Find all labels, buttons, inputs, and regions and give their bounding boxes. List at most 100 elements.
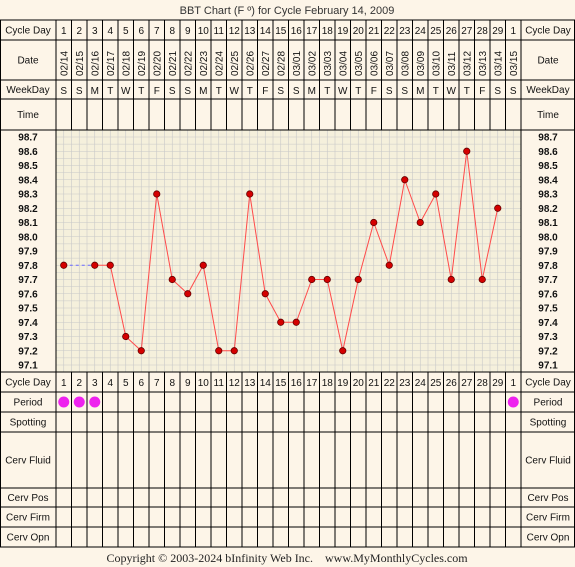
row-label-cycle-day-left: Cycle Day [5, 26, 51, 37]
row-label-cerv-firm-right: Cerv Firm [526, 513, 570, 524]
temperature-point [91, 261, 99, 269]
weekday-label: S [277, 86, 284, 97]
temperature-point [354, 275, 362, 284]
y-tick-label-left: 97.5 [18, 304, 38, 315]
y-tick-label-right: 97.1 [538, 361, 558, 372]
weekday-label: M [91, 86, 99, 97]
y-tick-label-left: 97.8 [18, 261, 38, 272]
temperature-segment [419, 193, 437, 223]
cycle-day-label-bottom: 18 [322, 378, 334, 389]
weekday-label: M [199, 86, 207, 97]
weekday-label: S [60, 86, 67, 97]
row-label-date-right: Date [537, 56, 559, 67]
y-tick-label-left: 97.2 [18, 346, 38, 357]
y-tick-label-right: 97.3 [538, 332, 558, 343]
y-tick-label-left: 98.5 [18, 161, 38, 172]
row-label-cerv-pos-left: Cerv Pos [7, 493, 48, 504]
weekday-label: F [371, 86, 377, 97]
temperature-point [478, 275, 486, 284]
date-label: 03/02 [307, 51, 318, 76]
temperature-segment [373, 222, 390, 266]
date-label: 03/09 [416, 51, 427, 76]
cycle-day-label-bottom: 15 [275, 378, 287, 389]
cycle-day-label: 20 [353, 26, 365, 37]
period-dot [89, 396, 101, 408]
weekday-label: T [433, 86, 439, 97]
temperature-segment [342, 279, 359, 351]
temperature-segment [388, 179, 406, 266]
temperature-point [168, 275, 176, 284]
cycle-day-label: 3 [92, 26, 98, 37]
date-label: 03/14 [493, 51, 504, 76]
weekday-label: S [401, 86, 408, 97]
cycle-day-label: 7 [154, 26, 160, 37]
temperature-segment [264, 293, 282, 323]
weekday-label: F [479, 86, 485, 97]
temperature-point-layer [58, 147, 519, 408]
cycle-day-label: 23 [399, 26, 411, 37]
cycle-day-label: 6 [138, 26, 144, 37]
weekday-label: T [355, 86, 361, 97]
cycle-day-label-bottom: 12 [229, 378, 241, 389]
cycle-day-label: 22 [384, 26, 396, 37]
temperature-segment [109, 265, 127, 337]
temperature-point [122, 332, 130, 341]
cycle-day-label: 1 [510, 26, 516, 37]
weekday-label: W [338, 86, 348, 97]
cycle-day-label-bottom: 21 [368, 378, 380, 389]
cycle-day-label: 19 [337, 26, 349, 37]
cycle-day-label-bottom: 27 [461, 378, 473, 389]
date-label: 02/14 [59, 51, 70, 76]
cycle-day-label-bottom: 16 [291, 378, 303, 389]
weekday-label: T [247, 86, 253, 97]
cycle-day-label: 1 [61, 26, 67, 37]
cycle-day-label-bottom: 9 [185, 378, 191, 389]
weekday-label: W [121, 86, 131, 97]
cycle-day-label-bottom: 6 [138, 378, 144, 389]
row-label-cerv-pos-right: Cerv Pos [527, 493, 568, 504]
date-label: 02/25 [230, 51, 241, 76]
row-label-cycle-day-left: Cycle Day [5, 378, 51, 389]
y-tick-label-right: 97.4 [538, 318, 558, 329]
cycle-day-label-bottom: 28 [477, 378, 489, 389]
weekday-label: S [184, 86, 191, 97]
cycle-day-label-bottom: 19 [337, 378, 349, 389]
weekday-label: M [416, 86, 424, 97]
date-label: 03/11 [447, 51, 458, 76]
cycle-day-label-bottom: 25 [430, 378, 442, 389]
weekday-label: S [76, 86, 83, 97]
temperature-line-layer [63, 151, 499, 352]
row-label-time-left: Time [17, 110, 39, 121]
date-label: 02/20 [152, 51, 163, 76]
date-label: 03/04 [338, 51, 349, 76]
weekday-label: S [494, 86, 501, 97]
cycle-day-label-bottom: 7 [154, 378, 160, 389]
period-dot [58, 396, 70, 408]
date-label: 02/22 [183, 51, 194, 76]
weekday-label: F [154, 86, 160, 97]
temperature-point [292, 318, 300, 326]
y-tick-label-left: 97.4 [18, 318, 38, 329]
cycle-day-label: 14 [260, 26, 272, 37]
cycle-day-label-bottom: 2 [76, 378, 82, 389]
temperature-point [494, 204, 502, 212]
cycle-day-label-bottom: 4 [107, 378, 113, 389]
cycle-day-label: 18 [322, 26, 334, 37]
y-tick-label-left: 97.3 [18, 332, 38, 343]
chart-title: BBT Chart (F º) for Cycle February 14, 2… [180, 5, 395, 17]
date-label: 03/08 [400, 51, 411, 76]
cycle-day-label: 8 [169, 26, 175, 37]
weekday-label: T [107, 86, 113, 97]
cycle-day-label-bottom: 11 [214, 378, 225, 389]
cycle-day-label: 21 [368, 26, 380, 37]
temperature-point [447, 275, 455, 284]
y-tick-label-left: 97.7 [18, 275, 38, 286]
temperature-point [153, 190, 161, 198]
cycle-day-label: 10 [198, 26, 210, 37]
temperature-segment [140, 193, 158, 351]
weekday-label: S [293, 86, 300, 97]
date-label: 03/10 [431, 51, 442, 76]
temperature-segment [404, 179, 421, 223]
row-label-time-right: Time [537, 110, 559, 121]
cycle-day-label: 24 [415, 26, 427, 37]
